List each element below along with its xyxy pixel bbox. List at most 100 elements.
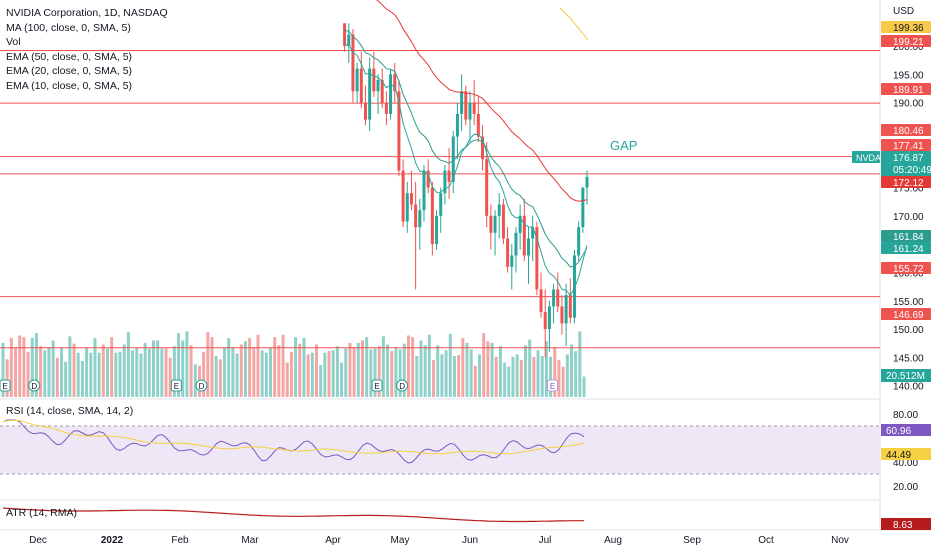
volume-bar xyxy=(135,347,139,397)
volume-bar xyxy=(390,351,394,397)
rsi-tick-label: 20.00 xyxy=(893,482,918,493)
volume-bar xyxy=(64,361,68,397)
volume-bar xyxy=(160,348,164,397)
volume-bar xyxy=(235,353,239,397)
volume-bar xyxy=(536,350,540,397)
event-badge: E xyxy=(170,379,182,392)
volume-bar xyxy=(365,337,369,397)
price-label-bg xyxy=(881,83,931,95)
candle-body xyxy=(564,295,568,324)
volume-bar xyxy=(206,332,210,397)
volume-label-bg xyxy=(881,369,931,382)
candle-body xyxy=(343,23,347,46)
volume-bar xyxy=(302,337,306,397)
price-label: 161.24 xyxy=(893,244,924,255)
time-tick-label: Feb xyxy=(171,535,189,546)
volume-bar xyxy=(498,346,502,397)
volume-bar xyxy=(68,336,72,397)
candle-body xyxy=(363,102,367,120)
event-badge-label: E xyxy=(550,382,555,391)
volume-bar xyxy=(310,352,314,397)
candle-body xyxy=(409,193,413,205)
volume-bar xyxy=(427,334,431,397)
price-tick-label: 175.00 xyxy=(893,184,924,195)
legend-ema20: EMA (20, close, 0, SMA, 5) xyxy=(6,65,133,77)
volume-bar xyxy=(189,345,193,397)
candle-body xyxy=(414,204,418,228)
volume-bar xyxy=(202,351,206,397)
candle-body xyxy=(401,170,405,222)
price-tick-label: 190.00 xyxy=(893,99,924,110)
event-badge: D xyxy=(195,379,208,392)
candle-body xyxy=(518,215,522,233)
chart-legend: NVIDIA Corporation, 1D, NASDAQ MA (100, … xyxy=(6,6,168,93)
atr-legend: ATR (14, RMA) xyxy=(6,507,77,519)
volume-bar xyxy=(398,349,402,397)
candle-body xyxy=(347,34,351,46)
volume-bar xyxy=(114,352,118,397)
volume-bar xyxy=(227,337,231,397)
volume-bar xyxy=(369,349,373,397)
volume-bar xyxy=(256,334,260,397)
volume-bar xyxy=(264,352,268,397)
volume-bar xyxy=(335,346,339,397)
volume-bar xyxy=(193,364,197,397)
volume-bar xyxy=(1,342,5,397)
price-tick-label: 155.00 xyxy=(893,297,924,308)
volume-bar xyxy=(14,347,18,397)
candle-body xyxy=(510,255,514,267)
volume-bar xyxy=(386,344,390,397)
time-tick-label: 2022 xyxy=(101,535,124,546)
volume-bar xyxy=(478,354,482,397)
price-tick-label: 195.00 xyxy=(893,70,924,81)
volume-bar xyxy=(9,337,13,397)
volume-bar xyxy=(352,346,356,397)
price-label-bg xyxy=(881,262,931,274)
price-label-bg xyxy=(881,124,931,136)
event-badge-shape xyxy=(547,379,559,392)
volume-bar xyxy=(373,348,377,397)
price-label-bg xyxy=(881,176,931,188)
volume-bar xyxy=(469,349,473,397)
price-tick-label: 145.00 xyxy=(893,353,924,364)
candle-body xyxy=(397,91,401,171)
volume-bar xyxy=(39,346,43,397)
volume-bar xyxy=(277,345,281,397)
candle-body xyxy=(351,34,355,92)
rsi-tick-label: 40.00 xyxy=(893,458,918,469)
volume-bar xyxy=(578,331,582,397)
volume-bar xyxy=(411,337,415,397)
volume-bar xyxy=(289,351,293,397)
volume-bar xyxy=(122,344,126,397)
price-label: 172.12 xyxy=(893,178,924,189)
candle-body xyxy=(422,170,426,211)
volume-bar xyxy=(528,339,532,397)
candle-body xyxy=(585,176,589,188)
volume-bar xyxy=(490,342,494,397)
legend-vol: Vol xyxy=(6,36,21,48)
volume-bar xyxy=(448,333,452,397)
candle-body xyxy=(485,159,489,216)
candle-body xyxy=(368,68,372,120)
volume-bar xyxy=(248,337,252,397)
volume-bar xyxy=(503,362,507,397)
candle-body xyxy=(552,289,556,307)
volume-bar xyxy=(327,351,331,397)
atr-label-bg xyxy=(881,518,931,530)
legend-ema10: EMA (10, close, 0, SMA, 5) xyxy=(6,79,133,92)
volume-bar xyxy=(515,354,519,397)
volume-bar xyxy=(243,341,247,397)
volume-bar xyxy=(344,348,348,397)
volume-bar xyxy=(574,351,578,397)
countdown-label: 05:20:49 xyxy=(893,165,932,176)
time-tick-label: Jun xyxy=(462,535,478,546)
volume-bar xyxy=(406,335,410,397)
event-badge: E xyxy=(371,379,383,392)
rsi-label-bg xyxy=(881,448,931,460)
time-tick-label: Sep xyxy=(683,535,701,546)
volume-label: 20.512M xyxy=(886,371,925,382)
volume-bar xyxy=(110,337,114,397)
price-label: 176.87 xyxy=(893,153,924,164)
time-tick-label: Jul xyxy=(539,535,552,546)
